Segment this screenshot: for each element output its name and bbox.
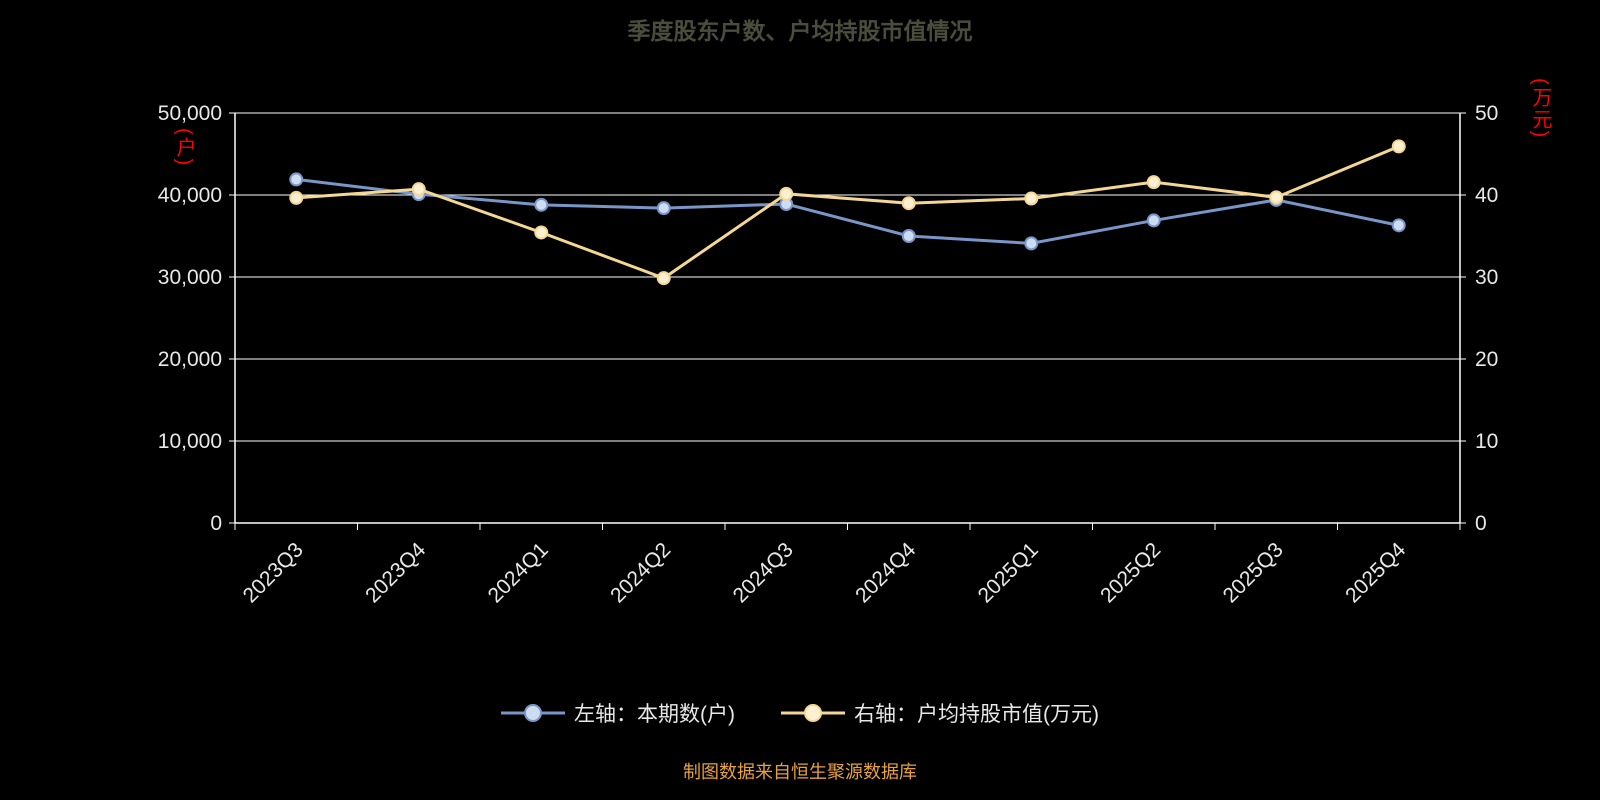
- right-axis-tick-label: 50: [1475, 102, 1498, 125]
- right-axis-tick-label: 30: [1475, 266, 1498, 289]
- left-axis-unit-label: (户): [173, 128, 195, 168]
- legend-item-left-series[interactable]: 左轴：本期数(户): [501, 698, 735, 728]
- x-axis-tick-label: 2024Q1: [484, 538, 553, 607]
- x-axis-tick-label: 2024Q4: [851, 538, 920, 607]
- right-series-point[interactable]: [901, 196, 916, 211]
- right-series-line: [296, 145, 1400, 280]
- x-axis-tick-label: 2023Q3: [239, 538, 308, 607]
- source-note: 制图数据来自恒生聚源数据库: [683, 762, 917, 782]
- x-axis-tick-label: 2024Q3: [729, 538, 798, 607]
- legend-marker-left-icon: [501, 704, 565, 722]
- left-series-point[interactable]: [1146, 213, 1161, 228]
- legend-marker-right-icon: [781, 704, 845, 722]
- left-axis-tick-label: 20,000: [158, 348, 222, 371]
- right-series-point[interactable]: [779, 186, 794, 201]
- left-axis-tick-label: 50,000: [158, 102, 222, 125]
- right-series-point[interactable]: [534, 225, 549, 240]
- legend-item-right-series[interactable]: 右轴：户均持股市值(万元): [781, 698, 1099, 728]
- left-series-point[interactable]: [289, 172, 304, 187]
- left-axis-tick-label: 0: [210, 512, 222, 535]
- right-series-point[interactable]: [1269, 190, 1284, 205]
- left-series-point[interactable]: [656, 201, 671, 216]
- left-series-line: [296, 177, 1400, 245]
- right-axis-unit-label: (万元): [1529, 78, 1551, 140]
- right-series-point[interactable]: [1391, 139, 1406, 154]
- right-series-point[interactable]: [1146, 175, 1161, 190]
- chart-legend: 左轴：本期数(户) 右轴：户均持股市值(万元): [0, 698, 1600, 728]
- left-series-point[interactable]: [1391, 218, 1406, 233]
- right-series-point[interactable]: [656, 271, 671, 286]
- x-axis-tick-label: 2025Q1: [974, 538, 1043, 607]
- right-axis-tick-label: 10: [1475, 430, 1498, 453]
- legend-label-right: 右轴：户均持股市值(万元): [854, 703, 1099, 726]
- x-axis-tick-label: 2024Q2: [606, 538, 675, 607]
- right-axis-tick-label: 40: [1475, 184, 1498, 207]
- right-series-point[interactable]: [1024, 191, 1039, 206]
- left-axis-tick-label: 40,000: [158, 184, 222, 207]
- right-series-point[interactable]: [289, 190, 304, 205]
- x-axis-tick-label: 2025Q2: [1096, 538, 1165, 607]
- left-series-point[interactable]: [534, 197, 549, 212]
- legend-label-left: 左轴：本期数(户): [574, 703, 735, 726]
- chart-title: 季度股东户数、户均持股市值情况: [627, 18, 973, 44]
- left-axis-tick-label: 10,000: [158, 430, 222, 453]
- x-axis-tick-label: 2025Q3: [1219, 538, 1288, 607]
- right-axis-tick-label: 20: [1475, 348, 1498, 371]
- right-series-point[interactable]: [411, 182, 426, 197]
- left-series-point[interactable]: [901, 229, 916, 243]
- x-axis-tick-label: 2025Q4: [1341, 538, 1410, 607]
- left-series-point[interactable]: [1024, 236, 1039, 251]
- right-axis-tick-label: 0: [1475, 512, 1487, 535]
- x-axis-tick-label: 2023Q4: [361, 538, 430, 607]
- left-axis-tick-label: 30,000: [158, 266, 222, 289]
